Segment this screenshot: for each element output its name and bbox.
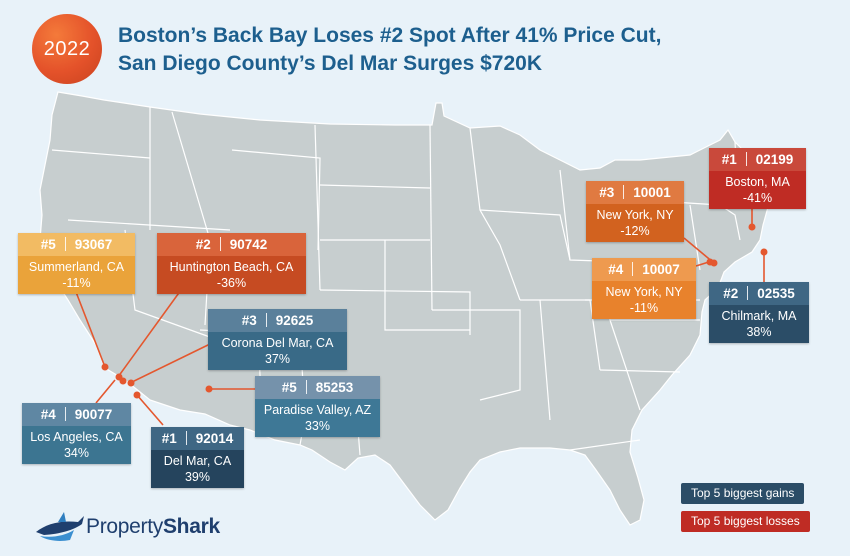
card-zip: 02535	[757, 286, 795, 301]
card-city: Del Mar, CA	[163, 454, 232, 468]
map-pin-huntington-90742	[119, 377, 127, 385]
card-city: Summerland, CA	[28, 260, 125, 274]
card-change: 37%	[264, 352, 291, 366]
page-title: Boston’s Back Bay Loses #2 Spot After 41…	[118, 22, 661, 78]
card-rank: #4	[608, 262, 624, 277]
card-zip: 85253	[315, 380, 354, 395]
card-newyork-10007: #4 10007 New York, NY -11%	[592, 258, 696, 319]
logo-text: PropertyShark	[86, 515, 220, 538]
card-change: 39%	[184, 470, 211, 484]
legend-gains: Top 5 biggest gains	[681, 483, 805, 504]
card-boston-02199: #1 02199 Boston, MA -41%	[709, 148, 806, 209]
card-city: Chilmark, MA	[721, 309, 797, 323]
card-newyork-10001: #3 10001 New York, NY -12%	[586, 181, 684, 242]
card-zip: 92014	[195, 431, 234, 446]
map-pin-corona-92625	[127, 379, 135, 387]
card-huntington-90742: #2 90742 Huntington Beach, CA -36%	[157, 233, 306, 294]
card-rank: #1	[721, 152, 737, 167]
card-change: 38%	[746, 325, 772, 339]
card-chilmark-02535: #2 02535 Chilmark, MA 38%	[709, 282, 809, 343]
card-city: Paradise Valley, AZ	[263, 403, 372, 417]
card-paradise-85253: #5 85253 Paradise Valley, AZ 33%	[255, 376, 380, 437]
card-change: 34%	[63, 446, 90, 460]
card-change: -11%	[629, 301, 659, 315]
card-zip: 90077	[74, 407, 113, 422]
shark-icon	[36, 512, 84, 541]
card-corona-92625: #3 92625 Corona Del Mar, CA 37%	[208, 309, 347, 370]
card-zip: 92625	[275, 313, 314, 328]
card-change: -41%	[742, 191, 773, 205]
year-text: 2022	[43, 37, 91, 60]
card-rank: #1	[161, 431, 177, 446]
map-pin-delmar-92014	[133, 391, 141, 399]
card-delmar-92014: #1 92014 Del Mar, CA 39%	[151, 427, 244, 488]
card-rank: #2	[195, 237, 211, 252]
card-rank: #5	[40, 237, 56, 252]
card-losangeles-90077: #4 90077 Los Angeles, CA 34%	[22, 403, 131, 464]
propertyshark-logo: PropertyShark	[34, 510, 220, 544]
card-city: Boston, MA	[725, 175, 790, 189]
map-pin-newyork-10007	[706, 258, 714, 266]
card-city: New York, NY	[605, 285, 683, 299]
card-change: 33%	[304, 419, 331, 433]
card-city: New York, NY	[596, 208, 674, 222]
card-rank: #4	[40, 407, 56, 422]
card-rank: #5	[281, 380, 297, 395]
map-pin-boston-02199	[748, 223, 756, 231]
year-badge: 2022	[32, 14, 102, 84]
card-rank: #3	[241, 313, 257, 328]
card-city: Los Angeles, CA	[30, 430, 123, 444]
card-change: -11%	[62, 276, 91, 290]
card-city: Corona Del Mar, CA	[221, 336, 334, 350]
map-pin-summerland-93067	[101, 363, 109, 371]
legend-losses: Top 5 biggest losses	[681, 511, 810, 532]
card-change: -12%	[620, 224, 650, 238]
card-zip: 02199	[755, 152, 794, 167]
title-line-1: Boston’s Back Bay Loses #2 Spot After 41…	[118, 24, 662, 47]
card-city: Huntington Beach, CA	[169, 260, 294, 274]
card-rank: #2	[723, 286, 739, 301]
card-zip: 10007	[642, 262, 680, 277]
card-rank: #3	[599, 185, 615, 200]
card-zip: 93067	[74, 237, 113, 252]
card-zip: 10001	[633, 185, 671, 200]
card-change: -36%	[216, 276, 247, 290]
map-pin-chilmark-02535	[760, 248, 768, 256]
title-line-2: San Diego County’s Del Mar Surges $720K	[118, 52, 543, 75]
card-zip: 90742	[229, 237, 268, 252]
map-pin-paradise-85253	[205, 385, 213, 393]
card-summerland-93067: #5 93067 Summerland, CA -11%	[18, 233, 135, 294]
